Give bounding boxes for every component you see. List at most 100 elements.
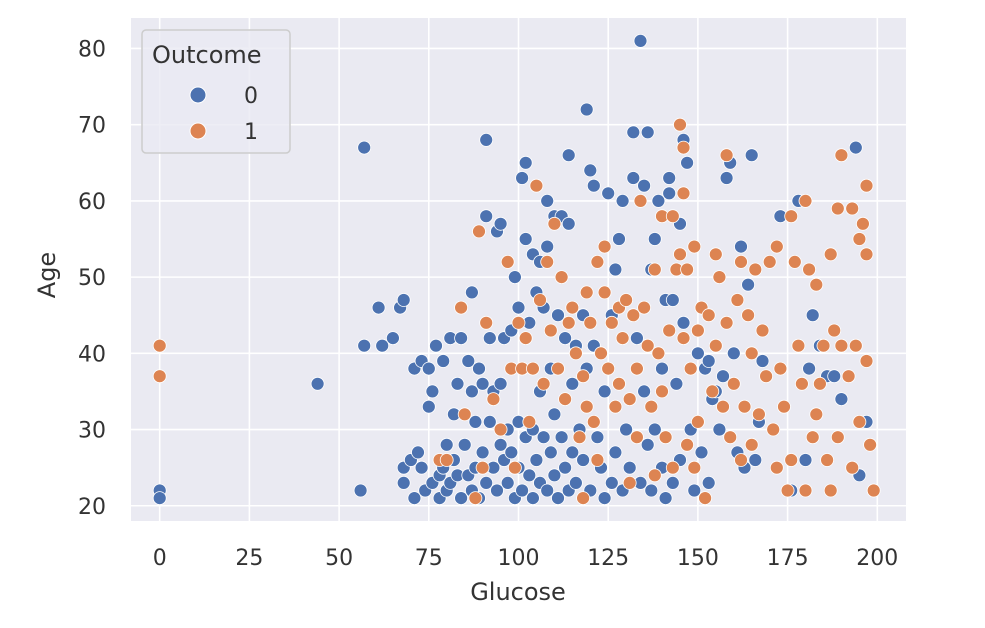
data-point-outcome-0 <box>436 354 451 368</box>
data-point-outcome-1 <box>651 346 666 361</box>
y-tick-label: 20 <box>78 495 106 520</box>
data-point-outcome-1 <box>475 460 490 475</box>
data-point-outcome-1 <box>795 376 809 391</box>
data-point-outcome-0 <box>529 453 544 467</box>
data-point-outcome-1 <box>608 399 623 414</box>
data-point-outcome-0 <box>411 445 425 460</box>
legend-title: Outcome <box>152 41 262 69</box>
x-tick-label: 75 <box>415 546 443 571</box>
data-point-outcome-0 <box>490 483 504 498</box>
data-point-outcome-0 <box>457 437 472 452</box>
data-point-outcome-1 <box>586 414 601 429</box>
data-point-outcome-1 <box>719 148 734 163</box>
data-point-outcome-1 <box>762 254 777 269</box>
data-point-outcome-1 <box>852 414 867 429</box>
data-point-outcome-0 <box>694 445 709 460</box>
data-point-outcome-0 <box>647 232 662 246</box>
data-point-outcome-0 <box>554 430 569 445</box>
data-point-outcome-1 <box>590 453 605 467</box>
data-point-outcome-1 <box>809 407 824 422</box>
data-point-outcome-0 <box>805 308 820 323</box>
data-point-outcome-0 <box>479 209 494 224</box>
data-point-outcome-0 <box>622 460 637 475</box>
data-point-outcome-1 <box>457 407 472 422</box>
data-point-outcome-1 <box>813 376 827 391</box>
data-point-outcome-0 <box>310 376 325 391</box>
data-point-outcome-1 <box>665 460 680 475</box>
data-point-outcome-1 <box>612 376 626 391</box>
data-point-outcome-1 <box>691 323 705 338</box>
data-point-outcome-0 <box>834 392 849 407</box>
x-axis-label: Glucose <box>470 578 566 606</box>
data-point-outcome-1 <box>547 216 562 231</box>
data-point-outcome-0 <box>385 331 400 346</box>
data-point-outcome-1 <box>769 460 784 475</box>
data-point-outcome-0 <box>468 414 483 429</box>
data-point-outcome-1 <box>479 315 494 330</box>
data-point-outcome-0 <box>748 453 763 467</box>
data-point-outcome-0 <box>429 338 443 353</box>
data-point-outcome-0 <box>755 354 770 368</box>
data-point-outcome-0 <box>482 414 497 429</box>
data-point-outcome-1 <box>766 422 781 437</box>
x-tick-label: 175 <box>767 546 809 571</box>
y-tick-label: 40 <box>78 342 106 367</box>
data-point-outcome-0 <box>558 460 572 475</box>
data-point-outcome-0 <box>508 270 522 285</box>
data-point-outcome-1 <box>647 468 662 483</box>
data-point-outcome-0 <box>511 300 526 315</box>
data-point-outcome-1 <box>579 399 594 414</box>
data-point-outcome-1 <box>533 293 547 307</box>
data-point-outcome-0 <box>608 262 623 277</box>
data-point-outcome-0 <box>726 346 741 361</box>
data-point-outcome-0 <box>640 437 655 452</box>
data-point-outcome-0 <box>518 232 533 246</box>
data-point-outcome-1 <box>752 407 766 422</box>
data-point-outcome-1 <box>744 346 759 361</box>
data-point-outcome-0 <box>576 453 590 467</box>
data-point-outcome-0 <box>518 155 533 170</box>
data-point-outcome-0 <box>665 475 680 490</box>
data-point-outcome-1 <box>486 392 501 407</box>
data-point-outcome-0 <box>543 445 558 460</box>
y-tick-label: 70 <box>78 114 106 139</box>
data-point-outcome-1 <box>802 262 816 277</box>
data-point-outcome-0 <box>608 445 623 460</box>
data-point-outcome-1 <box>543 323 558 338</box>
data-point-outcome-1 <box>673 117 687 132</box>
data-point-outcome-1 <box>791 338 806 353</box>
data-point-outcome-1 <box>830 430 845 445</box>
data-point-outcome-1 <box>558 392 572 407</box>
data-point-outcome-0 <box>522 468 537 483</box>
data-point-outcome-1 <box>597 239 612 254</box>
data-point-outcome-1 <box>540 254 555 269</box>
data-point-outcome-1 <box>777 399 791 414</box>
data-point-outcome-1 <box>500 254 515 269</box>
data-point-outcome-1 <box>863 437 877 452</box>
data-point-outcome-0 <box>464 285 479 300</box>
data-point-outcome-0 <box>475 445 490 460</box>
data-point-outcome-0 <box>152 491 167 506</box>
data-point-outcome-1 <box>719 315 734 330</box>
y-tick-label: 60 <box>78 190 106 215</box>
data-point-outcome-1 <box>823 247 838 262</box>
data-point-outcome-0 <box>561 148 576 163</box>
data-point-outcome-1 <box>841 369 856 384</box>
data-point-outcome-0 <box>601 186 616 201</box>
data-point-outcome-0 <box>547 407 562 422</box>
data-point-outcome-0 <box>515 171 529 185</box>
data-point-outcome-1 <box>640 338 655 353</box>
data-point-outcome-1 <box>647 262 662 277</box>
x-tick-label: 0 <box>153 546 167 571</box>
data-point-outcome-1 <box>590 254 605 269</box>
data-point-outcome-1 <box>834 338 849 353</box>
data-point-outcome-1 <box>780 483 795 498</box>
data-point-outcome-1 <box>439 453 454 467</box>
data-point-outcome-0 <box>701 475 716 490</box>
data-point-outcome-0 <box>450 376 465 391</box>
data-point-outcome-0 <box>647 422 662 437</box>
data-point-outcome-1 <box>848 338 863 353</box>
data-point-outcome-0 <box>802 361 816 376</box>
y-tick-label: 80 <box>78 37 106 62</box>
